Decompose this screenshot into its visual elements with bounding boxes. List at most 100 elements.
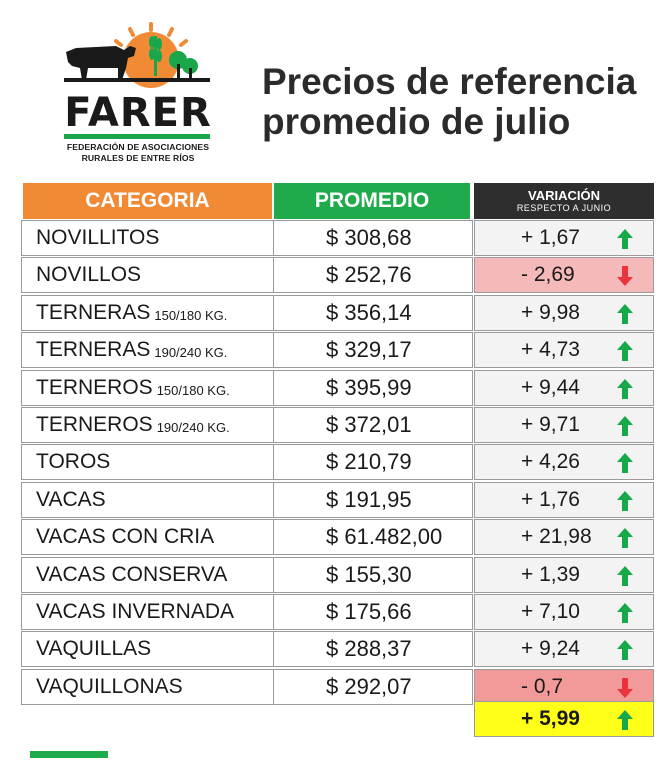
variation-value: + 21,98 — [521, 525, 592, 549]
average-price: $ 210,79 — [273, 444, 473, 481]
arrow-up-icon — [617, 453, 633, 474]
category-weight: 150/180 KG. — [154, 307, 228, 323]
table-row: VAQUILLONAS $ 292,07 - 0,7 — [21, 668, 655, 706]
variation-cell: + 9,24 — [474, 631, 654, 668]
brand-name: FARER — [64, 90, 212, 136]
title-line2: promedio de julio — [262, 101, 571, 142]
total-value: + 5,99 — [521, 707, 580, 730]
arrow-up-icon — [617, 528, 633, 549]
arrow-up-icon — [617, 229, 633, 249]
category-cell: VACAS CONSERVA — [21, 556, 274, 593]
variation-cell: - 0,7 — [474, 668, 654, 705]
category-name: VACAS CONSERVA — [36, 562, 228, 586]
average-price: $ 372,01 — [273, 407, 473, 443]
variation-value: + 4,26 — [521, 450, 580, 474]
category-name: NOVILLITOS — [36, 226, 160, 249]
variation-value: + 9,44 — [521, 375, 580, 399]
variation-cell: + 21,98 — [474, 519, 654, 556]
category-name: VACAS — [36, 487, 106, 511]
variation-cell: + 9,98 — [474, 294, 654, 331]
average-price: $ 395,99 — [273, 369, 473, 406]
category-cell: VAQUILLONAS — [21, 668, 274, 705]
category-name: VAQUILLONAS — [36, 674, 183, 698]
table-row: VACAS INVERNADA $ 175,66 + 7,10 — [21, 594, 655, 631]
category-weight: 150/180 KG. — [156, 382, 230, 398]
average-price: $ 308,68 — [273, 220, 473, 256]
category-cell: TERNERAS 190/240 KG. — [21, 332, 274, 369]
farer-emblem-icon — [64, 22, 210, 88]
category-cell: NOVILLITOS — [21, 220, 274, 256]
variation-cell: + 1,39 — [474, 556, 654, 593]
table-row: VAQUILLAS $ 288,37 + 9,24 — [21, 631, 655, 668]
category-cell: VAQUILLAS — [21, 631, 274, 668]
category-cell: TERNERAS 150/180 KG. — [21, 294, 274, 331]
category-cell: VACAS — [21, 481, 274, 518]
category-name: TERNERAS — [36, 338, 151, 362]
header-variacion: VARIACIÓN RESPECTO A JUNIO — [474, 183, 654, 219]
logo-subtitle-line1: FEDERACIÓN DE ASOCIACIONES — [66, 142, 210, 152]
table-row: TOROS $ 210,79 + 4,26 — [21, 444, 655, 481]
arrow-up-icon — [617, 378, 633, 399]
header-categoria: CATEGORIA — [23, 183, 272, 219]
logo-subtitle-line2: RURALES DE ENTRE RÍOS — [81, 153, 195, 163]
header-variacion-label: VARIACIÓN — [528, 187, 600, 203]
table-row: VACAS CONSERVA $ 155,30 + 1,39 — [21, 556, 655, 594]
category-name: TERNEROS — [36, 375, 153, 399]
table-row: NOVILLOS $ 252,76 - 2,69 — [21, 257, 655, 294]
category-cell: VACAS INVERNADA — [21, 594, 274, 630]
footer-accent-bar — [30, 751, 108, 758]
variation-value: + 1,67 — [521, 226, 580, 249]
arrow-up-icon — [617, 490, 633, 511]
table-row: TERNEROS 190/240 KG. $ 372,01 + 9,71 — [21, 407, 655, 444]
category-cell: VACAS CON CRIA — [21, 519, 274, 556]
logo-divider — [64, 134, 210, 139]
table-row: TERNERAS 150/180 KG. $ 356,14 + 9,98 — [21, 294, 655, 332]
farer-logo: FARER FEDERACIÓN DE ASOCIACIONES RURALES… — [58, 22, 218, 163]
category-cell: TERNEROS 150/180 KG. — [21, 369, 274, 406]
average-price: $ 252,76 — [273, 257, 473, 294]
variation-cell: + 7,10 — [474, 594, 654, 630]
arrow-down-icon — [617, 677, 633, 698]
arrow-down-icon — [617, 266, 633, 287]
variation-cell: + 9,71 — [474, 407, 654, 443]
variation-cell: + 4,26 — [474, 444, 654, 481]
page-title: Precios de referencia promedio de julio — [262, 62, 662, 142]
table-row: NOVILLITOS $ 308,68 + 1,67 — [21, 220, 655, 257]
total-variation: + 5,99 — [474, 701, 654, 737]
average-price: $ 288,37 — [273, 631, 473, 668]
table-row: VACAS CON CRIA $ 61.482,00 + 21,98 — [21, 519, 655, 556]
category-cell: NOVILLOS — [21, 257, 274, 294]
title-line1: Precios de referencia — [262, 61, 637, 102]
variation-value: + 9,98 — [521, 300, 580, 324]
header-promedio: PROMEDIO — [274, 183, 470, 219]
arrow-up-icon — [617, 710, 633, 730]
average-price: $ 61.482,00 — [273, 519, 473, 556]
variation-value: - 2,69 — [521, 263, 575, 287]
variation-value: + 1,76 — [521, 487, 580, 511]
average-price: $ 356,14 — [273, 294, 473, 331]
arrow-up-icon — [617, 603, 633, 623]
variation-cell: + 9,44 — [474, 369, 654, 406]
category-name: TERNERAS — [36, 300, 151, 324]
category-name: VAQUILLAS — [36, 637, 152, 661]
variation-value: - 0,7 — [521, 674, 564, 698]
category-name: VACAS CON CRIA — [36, 525, 215, 549]
category-name: NOVILLOS — [36, 263, 142, 287]
arrow-up-icon — [617, 303, 633, 324]
arrow-up-icon — [617, 341, 633, 362]
header-variacion-sub: RESPECTO A JUNIO — [516, 202, 612, 213]
category-cell: TOROS — [21, 444, 274, 481]
variation-cell: + 1,76 — [474, 481, 654, 518]
variation-cell: - 2,69 — [474, 257, 654, 294]
arrow-up-icon — [617, 565, 633, 586]
average-price: $ 191,95 — [273, 481, 473, 518]
category-name: VACAS INVERNADA — [36, 600, 234, 623]
variation-value: + 1,39 — [521, 562, 580, 586]
average-price: $ 175,66 — [273, 594, 473, 630]
average-price: $ 329,17 — [273, 332, 473, 369]
variation-cell: + 1,67 — [474, 220, 654, 256]
category-weight: 190/240 KG. — [156, 420, 230, 435]
category-weight: 190/240 KG. — [154, 345, 228, 361]
variation-value: + 9,71 — [521, 413, 580, 436]
category-cell: TERNEROS 190/240 KG. — [21, 407, 274, 443]
